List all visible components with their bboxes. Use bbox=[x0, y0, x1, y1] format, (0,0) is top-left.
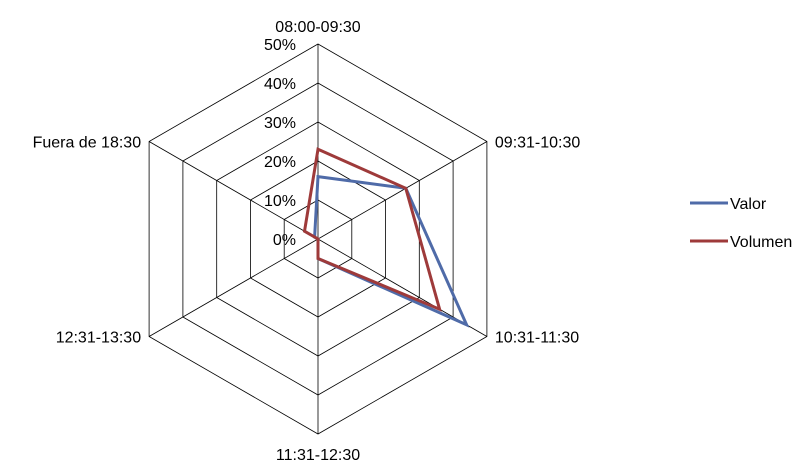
tick-label-40: 40% bbox=[264, 76, 296, 93]
series-line-valor bbox=[313, 174, 470, 328]
tick-label-0: 0% bbox=[273, 232, 296, 249]
tick-label-10: 10% bbox=[264, 193, 296, 210]
legend-label-valor: Valor bbox=[730, 196, 767, 213]
category-label-5: Fuera de 18:30 bbox=[33, 135, 142, 152]
category-label-3: 11:31-12:30 bbox=[276, 447, 360, 462]
category-label-4: 12:31-13:30 bbox=[56, 330, 142, 347]
spoke-5 bbox=[148, 141, 319, 240]
radial-tick-labels: 0% 10% 20% 30% 40% 50% bbox=[264, 37, 296, 249]
radar-grid bbox=[148, 43, 488, 435]
legend-label-volumen: Volumen bbox=[730, 234, 792, 251]
tick-label-30: 30% bbox=[264, 115, 296, 132]
category-labels: 08:00-09:30 09:31-10:30 10:31-11:30 11:31-1… bbox=[33, 19, 581, 464]
category-label-2: 10:31-11:30 bbox=[495, 330, 579, 347]
spoke-4 bbox=[148, 238, 319, 337]
radar-series bbox=[302, 147, 470, 328]
tick-label-20: 20% bbox=[264, 154, 296, 171]
series-line-volumen bbox=[302, 147, 442, 312]
category-label-0: 08:00-09:30 bbox=[275, 19, 361, 36]
legend: Valor Volumen bbox=[690, 196, 792, 251]
tick-label-50: 50% bbox=[264, 37, 296, 54]
category-label-1: 09:31-10:30 bbox=[495, 135, 581, 152]
spoke-1 bbox=[317, 141, 488, 240]
